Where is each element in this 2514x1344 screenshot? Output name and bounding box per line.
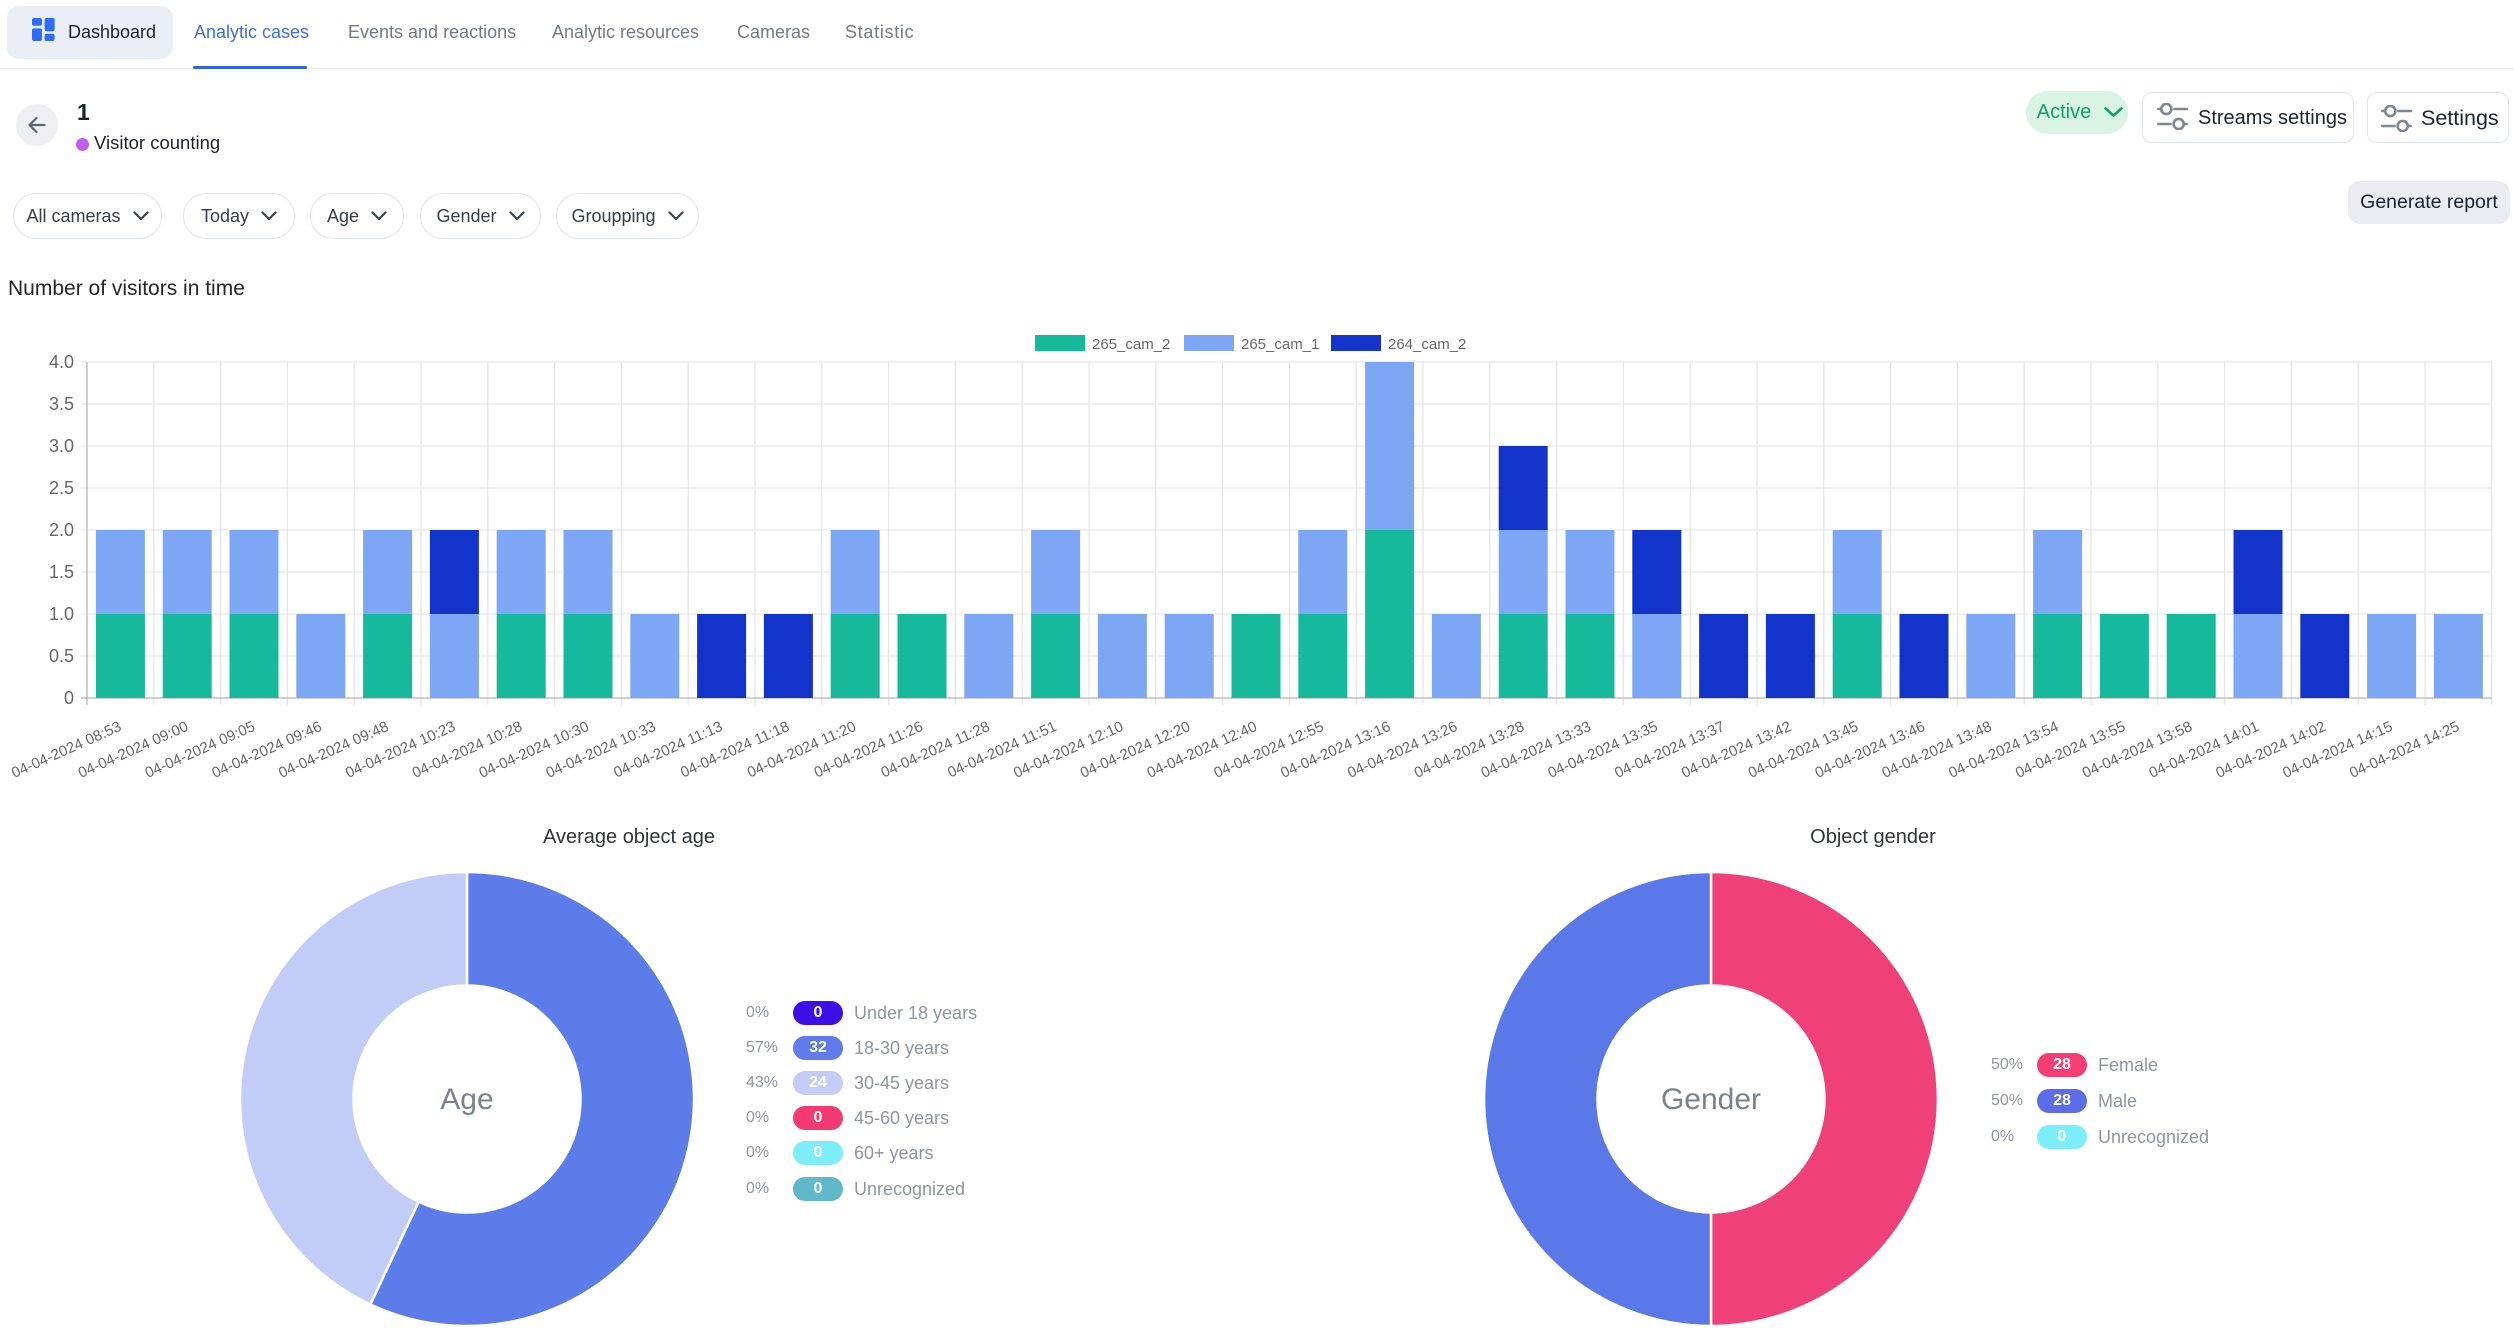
- svg-text:04-04-2024 10:28: 04-04-2024 10:28: [410, 718, 525, 782]
- svg-text:04-04-2024 13:35: 04-04-2024 13:35: [1545, 718, 1660, 782]
- svg-text:04-04-2024 13:28: 04-04-2024 13:28: [1412, 718, 1527, 782]
- svg-text:04-04-2024 13:45: 04-04-2024 13:45: [1746, 718, 1861, 782]
- svg-text:04-04-2024 10:23: 04-04-2024 10:23: [343, 718, 458, 782]
- svg-text:1.0: 1.0: [49, 604, 74, 624]
- svg-text:04-04-2024 13:46: 04-04-2024 13:46: [1813, 718, 1928, 782]
- svg-text:0: 0: [64, 688, 74, 708]
- svg-text:04-04-2024 09:46: 04-04-2024 09:46: [209, 718, 324, 782]
- svg-text:04-04-2024 13:26: 04-04-2024 13:26: [1345, 718, 1460, 782]
- svg-text:04-04-2024 09:48: 04-04-2024 09:48: [276, 718, 391, 782]
- svg-text:264_cam_2: 264_cam_2: [1388, 336, 1466, 353]
- svg-text:04-04-2024 14:15: 04-04-2024 14:15: [2280, 718, 2395, 782]
- svg-text:4.0: 4.0: [49, 352, 74, 372]
- svg-text:04-04-2024 12:20: 04-04-2024 12:20: [1078, 718, 1193, 782]
- svg-text:04-04-2024 09:00: 04-04-2024 09:00: [76, 718, 191, 782]
- svg-text:04-04-2024 13:55: 04-04-2024 13:55: [2013, 718, 2128, 782]
- svg-text:3.5: 3.5: [49, 394, 74, 414]
- svg-text:04-04-2024 13:48: 04-04-2024 13:48: [1879, 718, 1994, 782]
- svg-text:265_cam_2: 265_cam_2: [1092, 336, 1170, 353]
- svg-text:04-04-2024 14:02: 04-04-2024 14:02: [2213, 718, 2328, 782]
- svg-text:0.5: 0.5: [49, 646, 74, 666]
- svg-text:04-04-2024 13:54: 04-04-2024 13:54: [1946, 718, 2061, 782]
- svg-text:04-04-2024 13:33: 04-04-2024 13:33: [1479, 718, 1594, 782]
- svg-text:04-04-2024 09:05: 04-04-2024 09:05: [143, 718, 258, 782]
- svg-text:1.5: 1.5: [49, 562, 74, 582]
- svg-text:04-04-2024 13:58: 04-04-2024 13:58: [2080, 718, 2195, 782]
- svg-text:2.0: 2.0: [49, 520, 74, 540]
- svg-text:04-04-2024 13:37: 04-04-2024 13:37: [1612, 718, 1727, 782]
- svg-text:04-04-2024 13:16: 04-04-2024 13:16: [1278, 718, 1393, 782]
- svg-text:04-04-2024 10:30: 04-04-2024 10:30: [477, 718, 592, 782]
- svg-text:04-04-2024 12:55: 04-04-2024 12:55: [1211, 718, 1326, 782]
- svg-text:04-04-2024 12:10: 04-04-2024 12:10: [1011, 718, 1126, 782]
- svg-text:04-04-2024 13:42: 04-04-2024 13:42: [1679, 718, 1794, 782]
- svg-text:265_cam_1: 265_cam_1: [1241, 336, 1319, 353]
- svg-text:04-04-2024 14:01: 04-04-2024 14:01: [2147, 718, 2262, 782]
- svg-text:04-04-2024 12:40: 04-04-2024 12:40: [1145, 718, 1260, 782]
- svg-text:04-04-2024 10:33: 04-04-2024 10:33: [543, 718, 658, 782]
- svg-text:2.5: 2.5: [49, 478, 74, 498]
- svg-text:04-04-2024 14:25: 04-04-2024 14:25: [2347, 718, 2462, 782]
- svg-text:3.0: 3.0: [49, 436, 74, 456]
- svg-text:04-04-2024 08:53: 04-04-2024 08:53: [9, 718, 124, 782]
